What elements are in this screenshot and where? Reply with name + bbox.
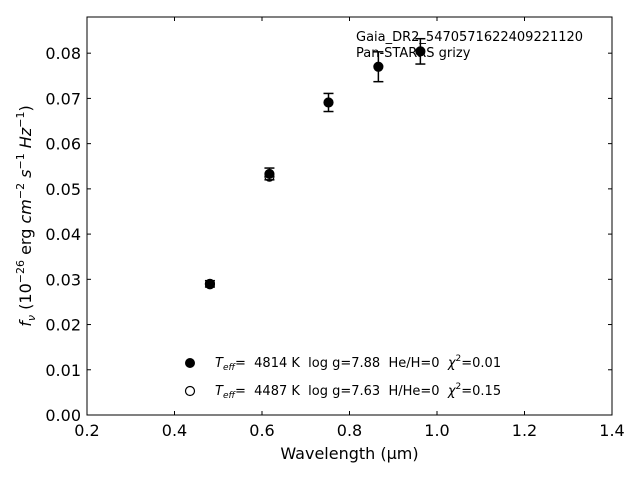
x-tick-label: 0.4 [162, 421, 187, 440]
model-point [204, 279, 216, 290]
x-tick-label: 1.4 [599, 421, 624, 440]
observed-point [415, 46, 426, 57]
y-tick-label: 0.06 [45, 135, 81, 154]
observed-point [373, 61, 384, 72]
y-tick-label: 0.03 [45, 270, 81, 289]
y-tick-label: 0.00 [45, 406, 81, 425]
y-tick-label: 0.07 [45, 89, 81, 108]
x-tick-label: 0.2 [74, 421, 99, 440]
y-tick-label: 0.04 [45, 225, 81, 244]
y-tick-label: 0.02 [45, 316, 81, 335]
legend-label-2: Teff= 4487 K log g=7.63 H/He=0 χ2=0.15 [215, 382, 501, 401]
x-tick-label: 1.0 [424, 421, 449, 440]
x-axis-label: Wavelength (μm) [280, 444, 418, 463]
annotation-survey: Pan-STARRS grizy [356, 46, 471, 61]
y-tick-label: 0.01 [45, 361, 81, 380]
x-tick-label: 0.6 [249, 421, 274, 440]
data-marks [204, 37, 426, 290]
y-tick-label: 0.05 [45, 180, 81, 199]
legend-marker-filled [185, 358, 195, 368]
legend-marker-open [184, 385, 196, 397]
legend-label-1: Teff= 4814 K log g=7.88 He/H=0 χ2=0.01 [215, 354, 501, 373]
y-axis-label: fν (10−26 erg cm−2 s−1 Hz−1) [14, 105, 38, 326]
annotation-object-name: Gaia_DR2_5470571622409221120 [356, 30, 583, 45]
y-axis: 0.00 0.01 0.02 0.03 0.04 0.05 0.06 0.07 0.08 [45, 44, 612, 425]
y-tick-label: 0.08 [45, 44, 81, 63]
model-point [264, 171, 275, 182]
observed-point [264, 168, 275, 180]
legend: Teff= 4814 K log g=7.88 He/H=0 χ2=0.01 T… [184, 354, 501, 401]
x-axis: 0.2 0.4 0.6 0.8 1.0 1.2 1.4 [74, 17, 625, 440]
x-tick-label: 0.8 [337, 421, 362, 440]
observed-point [323, 97, 334, 108]
x-tick-label: 1.2 [512, 421, 537, 440]
